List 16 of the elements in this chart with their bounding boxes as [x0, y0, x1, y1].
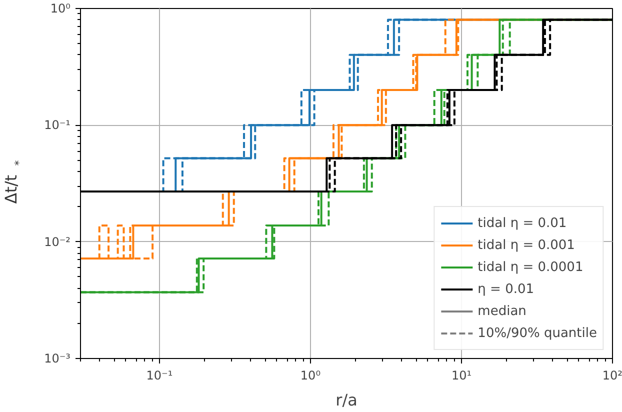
y-tick-label: 10⁻³ — [44, 352, 71, 366]
legend-label: η = 0.01 — [478, 282, 534, 296]
y-tick-label: 10⁰ — [50, 2, 71, 16]
x-tick-label: 10¹ — [451, 368, 472, 382]
x-tick-label: 10⁻¹ — [146, 368, 173, 382]
y-tick-label: 10⁻² — [44, 234, 71, 249]
y-tick-label: 10⁻¹ — [44, 118, 71, 132]
legend-label: tidal η = 0.0001 — [478, 260, 584, 274]
annotation: 10%/90% quantile — [478, 326, 597, 340]
legend-label: tidal η = 0.001 — [478, 238, 575, 252]
x-axis-title: r/a — [336, 390, 358, 410]
y-axis-title: Δt/t* — [2, 160, 26, 204]
x-tick-label: 10² — [602, 368, 622, 382]
legend-label: tidal η = 0.01 — [478, 216, 567, 230]
annotation: median — [478, 304, 526, 318]
x-tick-label: 10⁰ — [300, 368, 321, 382]
